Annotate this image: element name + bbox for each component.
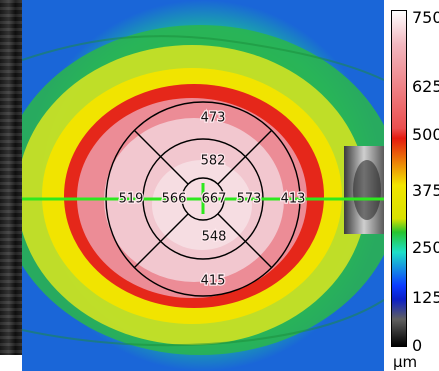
colorbar-tick-375: 375 [412, 181, 439, 200]
colorbar-tick-500: 500 [412, 125, 439, 144]
optic-disc-cup [353, 160, 381, 220]
thickness-colorbar [391, 10, 407, 347]
vessel-inferior [22, 299, 384, 347]
grid-spoke-se [217, 213, 273, 269]
colorbar-tick-750: 750 [412, 8, 439, 27]
grid-spoke-ne [217, 129, 273, 185]
outer-inferior-value: 415 [201, 274, 226, 289]
outer-temporal-value: 413 [281, 192, 306, 207]
inner-superior-value: 582 [201, 154, 226, 169]
outer-superior-value: 473 [201, 111, 226, 126]
adjacent-fundus-image-strip [0, 0, 22, 371]
colorbar-tick-250: 250 [412, 238, 439, 257]
grid-spoke-sw [133, 213, 189, 269]
thickness-map-svg: 473 582 519 566 667 573 413 548 415 [22, 0, 384, 371]
colorbar-tick-0: 0 [412, 336, 423, 355]
center-value: 667 [202, 192, 227, 207]
colorbar-unit-label: µm [393, 353, 418, 371]
outer-nasal-value: 519 [119, 192, 144, 207]
blank-corner [0, 355, 22, 371]
inner-inferior-value: 548 [202, 230, 227, 245]
inner-temporal-value: 573 [237, 192, 262, 207]
inner-nasal-value: 566 [162, 192, 187, 207]
colorbar-tick-125: 125 [412, 288, 439, 307]
colorbar-tick-625: 625 [412, 77, 439, 96]
vessel-superior [22, 35, 384, 81]
grid-spoke-nw [133, 129, 189, 185]
thickness-map: 473 582 519 566 667 573 413 548 415 [22, 0, 384, 371]
